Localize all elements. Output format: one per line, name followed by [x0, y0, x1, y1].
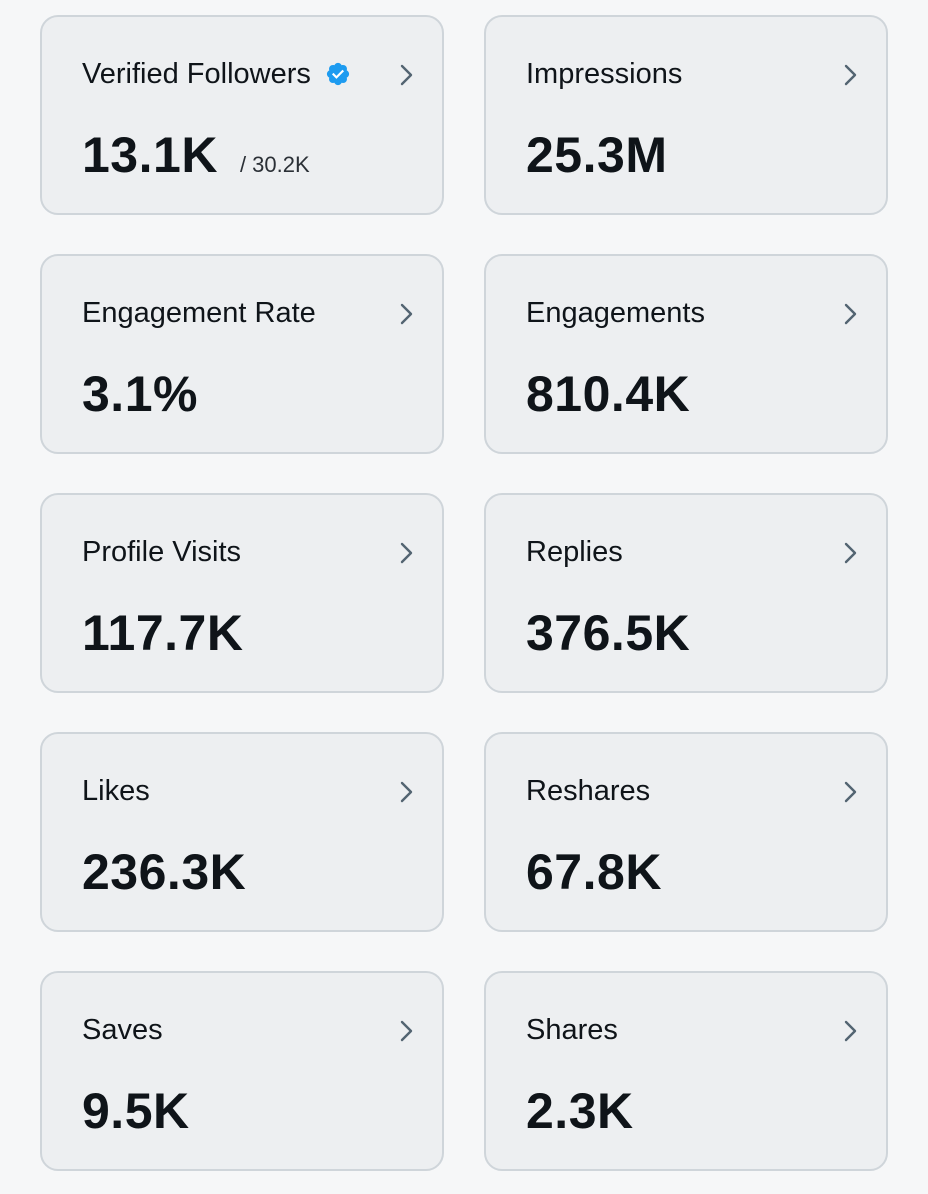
card-title: Reshares [526, 775, 651, 807]
card-profile-visits[interactable]: Profile Visits 117.7K [40, 493, 444, 693]
card-value: 810.4K [526, 366, 691, 422]
chevron-right-icon[interactable] [396, 300, 418, 328]
chevron-right-icon[interactable] [396, 1017, 418, 1045]
verified-badge-icon [326, 62, 349, 86]
card-shares[interactable]: Shares 2.3K [484, 971, 888, 1171]
card-total: / 30.2K [239, 152, 310, 177]
card-value-row: 9.5K [82, 1083, 190, 1139]
card-value: 9.5K [82, 1083, 190, 1139]
card-value: 13.1K [82, 127, 218, 183]
card-saves[interactable]: Saves 9.5K [40, 971, 444, 1171]
card-value-row: 67.8K [526, 844, 662, 900]
card-impressions[interactable]: Impressions 25.3M [484, 15, 888, 215]
card-value-row: 13.1K / 30.2K [82, 127, 310, 183]
card-value: 236.3K [82, 844, 247, 900]
card-value: 25.3M [526, 127, 668, 183]
card-title: Saves [82, 1014, 163, 1046]
card-value: 3.1% [82, 366, 198, 422]
card-likes[interactable]: Likes 236.3K [40, 732, 444, 932]
card-title: Engagement Rate [82, 297, 316, 329]
card-verified-followers[interactable]: Verified Followers 13.1K / 30.2K [40, 15, 444, 215]
chevron-right-icon[interactable] [840, 778, 862, 806]
analytics-grid: Verified Followers 13.1K / 30.2K Impress… [40, 15, 888, 1171]
card-title: Impressions [526, 58, 683, 90]
card-engagements[interactable]: Engagements 810.4K [484, 254, 888, 454]
card-value: 117.7K [82, 605, 244, 661]
chevron-right-icon[interactable] [840, 61, 862, 89]
card-value-row: 236.3K [82, 844, 246, 900]
chevron-right-icon[interactable] [840, 300, 862, 328]
chevron-right-icon[interactable] [840, 1017, 862, 1045]
card-title: Profile Visits [82, 536, 242, 568]
chevron-right-icon[interactable] [396, 778, 418, 806]
chevron-right-icon[interactable] [840, 539, 862, 567]
card-title: Replies [526, 536, 623, 568]
card-title: Engagements [526, 297, 705, 329]
card-value-row: 117.7K [82, 605, 243, 661]
card-title-text: Verified Followers [82, 58, 311, 90]
card-replies[interactable]: Replies 376.5K [484, 493, 888, 693]
card-value-row: 2.3K [526, 1083, 634, 1139]
card-title: Shares [526, 1014, 618, 1046]
chevron-right-icon[interactable] [396, 61, 418, 89]
card-value-row: 376.5K [526, 605, 690, 661]
card-value: 2.3K [526, 1083, 634, 1139]
chevron-right-icon[interactable] [396, 539, 418, 567]
card-reshares[interactable]: Reshares 67.8K [484, 732, 888, 932]
card-value-row: 810.4K [526, 366, 690, 422]
card-value: 376.5K [526, 605, 691, 661]
card-engagement-rate[interactable]: Engagement Rate 3.1% [40, 254, 444, 454]
card-value: 67.8K [526, 844, 662, 900]
card-value-row: 25.3M [526, 127, 667, 183]
card-title: Verified Followers [82, 57, 351, 91]
card-title: Likes [82, 775, 150, 807]
card-value-row: 3.1% [82, 366, 198, 422]
